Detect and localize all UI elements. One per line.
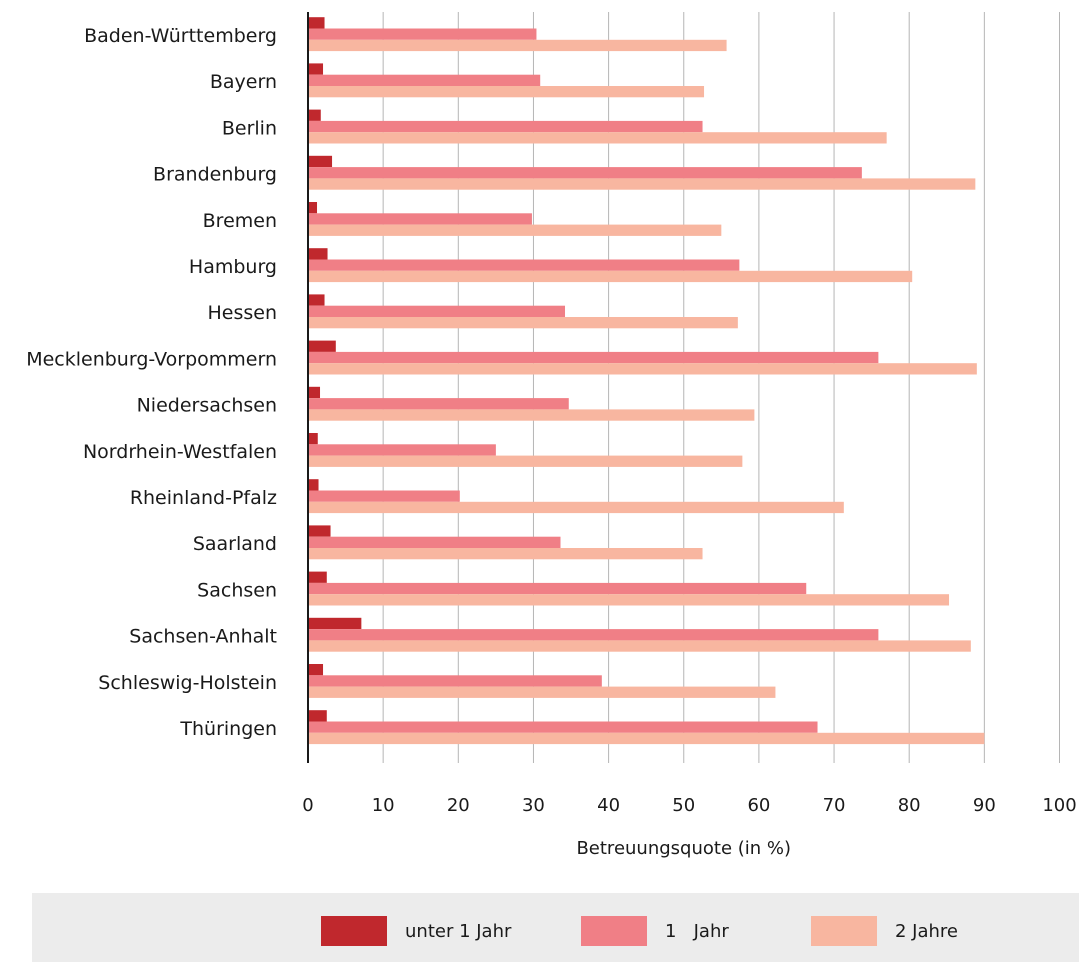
bar — [308, 433, 318, 445]
bar — [308, 721, 818, 733]
bar — [308, 455, 743, 467]
bar — [308, 86, 705, 98]
bar — [308, 132, 887, 144]
legend-label-1-jahr: 1 Jahr — [665, 920, 729, 942]
legend-item-unter-1-jahr: unter 1 Jahr — [321, 916, 511, 946]
legend-item-2-jahre: 2 Jahre — [811, 916, 958, 946]
bar — [308, 340, 336, 352]
bar — [308, 63, 324, 75]
x-tick-label: 40 — [597, 795, 620, 816]
bar — [308, 351, 879, 364]
category-label: Bayern — [210, 71, 277, 93]
x-tick-label: 100 — [1042, 795, 1076, 816]
category-labels: Baden-Württemberg Bayern Berlin Brandenburg… — [26, 25, 277, 740]
bar — [308, 490, 460, 502]
bar — [308, 17, 325, 29]
bar — [308, 548, 703, 560]
chart: Baden-Württemberg Bayern Berlin Brandenburg… — [26, 12, 1077, 859]
bar — [308, 28, 537, 40]
legend-label-unter-1-jahr: unter 1 Jahr — [405, 920, 512, 942]
bar — [308, 571, 327, 583]
category-label: Saarland — [193, 533, 277, 555]
bar — [308, 640, 971, 652]
bar — [308, 409, 755, 421]
bar — [308, 732, 985, 745]
category-label: Mecklenburg-Vorpommern — [26, 348, 277, 370]
x-tick-label: 0 — [302, 795, 313, 816]
bar — [308, 536, 561, 548]
bar — [308, 178, 976, 190]
bar — [308, 305, 566, 317]
legend-label-2-jahre: 2 Jahre — [895, 920, 958, 942]
bar — [308, 710, 327, 722]
legend-swatch-1-jahr — [581, 916, 647, 946]
category-label: Sachsen — [197, 579, 277, 601]
legend: unter 1 Jahr 1 Jahr 2 Jahre — [32, 893, 1079, 962]
x-tick-label: 60 — [747, 795, 770, 816]
legend-item-1-jahr: 1 Jahr — [581, 916, 729, 946]
bar — [308, 74, 541, 86]
category-label: Schleswig-Holstein — [98, 672, 277, 694]
bar — [308, 617, 362, 630]
bar — [308, 501, 844, 514]
category-label: Sachsen-Anhalt — [129, 626, 277, 648]
category-label: Brandenburg — [153, 164, 277, 186]
bar — [308, 582, 807, 595]
x-tick-label: 10 — [372, 795, 395, 816]
bar — [308, 444, 496, 456]
bar — [308, 664, 324, 676]
x-tick-labels: 0 10 20 30 40 50 60 70 80 90 100 — [302, 795, 1076, 816]
bar — [308, 259, 740, 271]
bar — [308, 248, 328, 260]
bar — [308, 629, 879, 641]
bar — [308, 398, 569, 410]
bar — [308, 479, 319, 491]
bar — [308, 386, 321, 399]
bars-layer — [308, 17, 985, 745]
legend-swatch-2-jahre — [811, 916, 877, 946]
bar — [308, 363, 977, 375]
x-tick-label: 80 — [898, 795, 921, 816]
category-label: Berlin — [222, 117, 277, 139]
bar — [308, 155, 333, 168]
x-tick-label: 70 — [823, 795, 846, 816]
category-label: Hamburg — [189, 256, 277, 278]
x-tick-label: 20 — [447, 795, 470, 816]
bar — [308, 224, 722, 236]
x-axis-title: Betreuungsquote (in %) — [576, 838, 791, 859]
category-label: Bremen — [203, 210, 277, 232]
bar — [308, 39, 727, 52]
category-label: Nordrhein-Westfalen — [83, 441, 277, 463]
bar — [308, 202, 318, 214]
category-label: Niedersachsen — [137, 395, 277, 417]
bar — [308, 525, 331, 537]
category-label: Thüringen — [179, 718, 277, 740]
x-tick-label: 90 — [973, 795, 996, 816]
bar — [308, 109, 321, 121]
category-label: Rheinland-Pfalz — [130, 487, 277, 509]
bar — [308, 167, 862, 179]
bar — [308, 270, 913, 283]
legend-swatch-unter-1-jahr — [321, 916, 387, 946]
bar — [308, 675, 602, 687]
bar — [308, 294, 325, 306]
x-tick-label: 50 — [672, 795, 695, 816]
category-label: Baden-Württemberg — [84, 25, 277, 47]
bar — [308, 213, 532, 225]
x-tick-label: 30 — [522, 795, 545, 816]
category-label: Hessen — [207, 302, 277, 324]
bar — [308, 686, 776, 698]
bar — [308, 594, 950, 606]
bar — [308, 120, 703, 133]
bar — [308, 317, 738, 329]
